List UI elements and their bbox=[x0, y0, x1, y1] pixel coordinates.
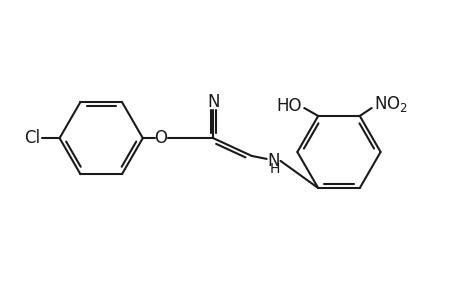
Text: N: N bbox=[207, 93, 219, 111]
Text: Cl: Cl bbox=[23, 129, 39, 147]
Text: NO$_2$: NO$_2$ bbox=[373, 94, 407, 114]
Text: H: H bbox=[269, 162, 279, 176]
Text: N: N bbox=[267, 152, 279, 170]
Text: HO: HO bbox=[276, 97, 302, 115]
Text: O: O bbox=[154, 129, 167, 147]
